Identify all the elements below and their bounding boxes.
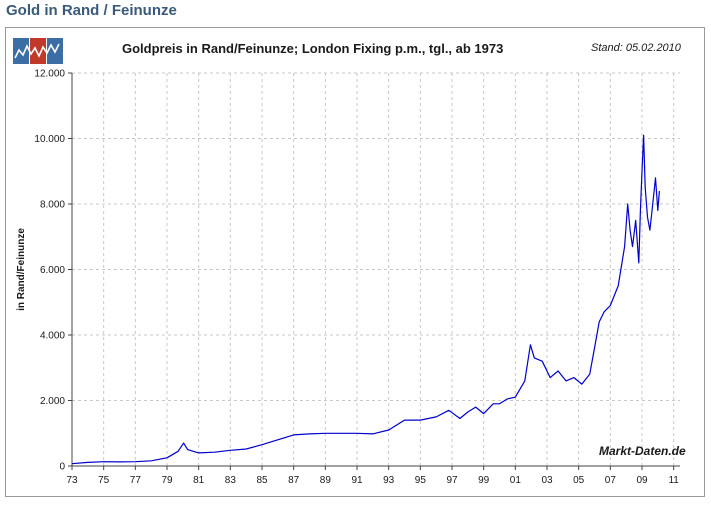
x-tick-label: 77 xyxy=(130,475,142,486)
y-tick-label: 10.000 xyxy=(34,134,65,145)
x-tick-label: 75 xyxy=(98,475,110,486)
x-tick-label: 99 xyxy=(478,475,490,486)
x-tick-label: 95 xyxy=(415,475,427,486)
x-tick-label: 83 xyxy=(225,475,237,486)
watermark-label: Markt-Daten.de xyxy=(599,444,686,458)
grid-layer xyxy=(72,72,680,466)
ticks-layer: 0 2.000 4.000 6.000 8.000 10.000 12.000 73 75 77 7… xyxy=(34,69,679,487)
chart-date-stand: Stand: 05.02.2010 xyxy=(591,42,681,54)
x-tick-label: 81 xyxy=(193,475,205,486)
logo-wave-icon xyxy=(14,43,60,59)
x-tick-label: 91 xyxy=(351,475,363,486)
x-tick-label: 89 xyxy=(320,475,332,486)
x-tick-label: 09 xyxy=(636,475,648,486)
y-tick-label: 12.000 xyxy=(34,69,65,80)
x-tick-label: 97 xyxy=(446,475,458,486)
y-axis-label: in Rand/Feinunze xyxy=(16,228,27,311)
chart-title: Goldpreis in Rand/Feinunze; London Fixin… xyxy=(122,41,504,56)
logo-panel-left xyxy=(13,38,29,64)
x-tick-label: 05 xyxy=(573,475,585,486)
x-tick-label: 73 xyxy=(66,475,78,486)
y-tick-label: 0 xyxy=(59,462,65,473)
page-heading: Gold in Rand / Feinunze xyxy=(6,2,177,19)
series-layer xyxy=(71,134,660,465)
x-tick-label: 07 xyxy=(605,475,617,486)
x-tick-label: 93 xyxy=(383,475,395,486)
x-tick-label: 03 xyxy=(541,475,553,486)
x-tick-label: 87 xyxy=(288,475,300,486)
x-tick-label: 85 xyxy=(256,475,268,486)
y-tick-label: 6.000 xyxy=(40,265,65,276)
x-tick-label: 01 xyxy=(510,475,522,486)
y-tick-label: 4.000 xyxy=(40,331,65,342)
x-tick-label: 11 xyxy=(668,475,679,486)
logo-panel-middle xyxy=(30,38,46,64)
x-tick-label: 79 xyxy=(161,475,173,486)
markt-daten-logo-icon xyxy=(13,38,63,64)
y-tick-label: 2.000 xyxy=(40,396,65,407)
gold-price-line xyxy=(71,134,660,465)
chart-frame xyxy=(5,27,705,497)
y-tick-label: 8.000 xyxy=(40,200,65,211)
